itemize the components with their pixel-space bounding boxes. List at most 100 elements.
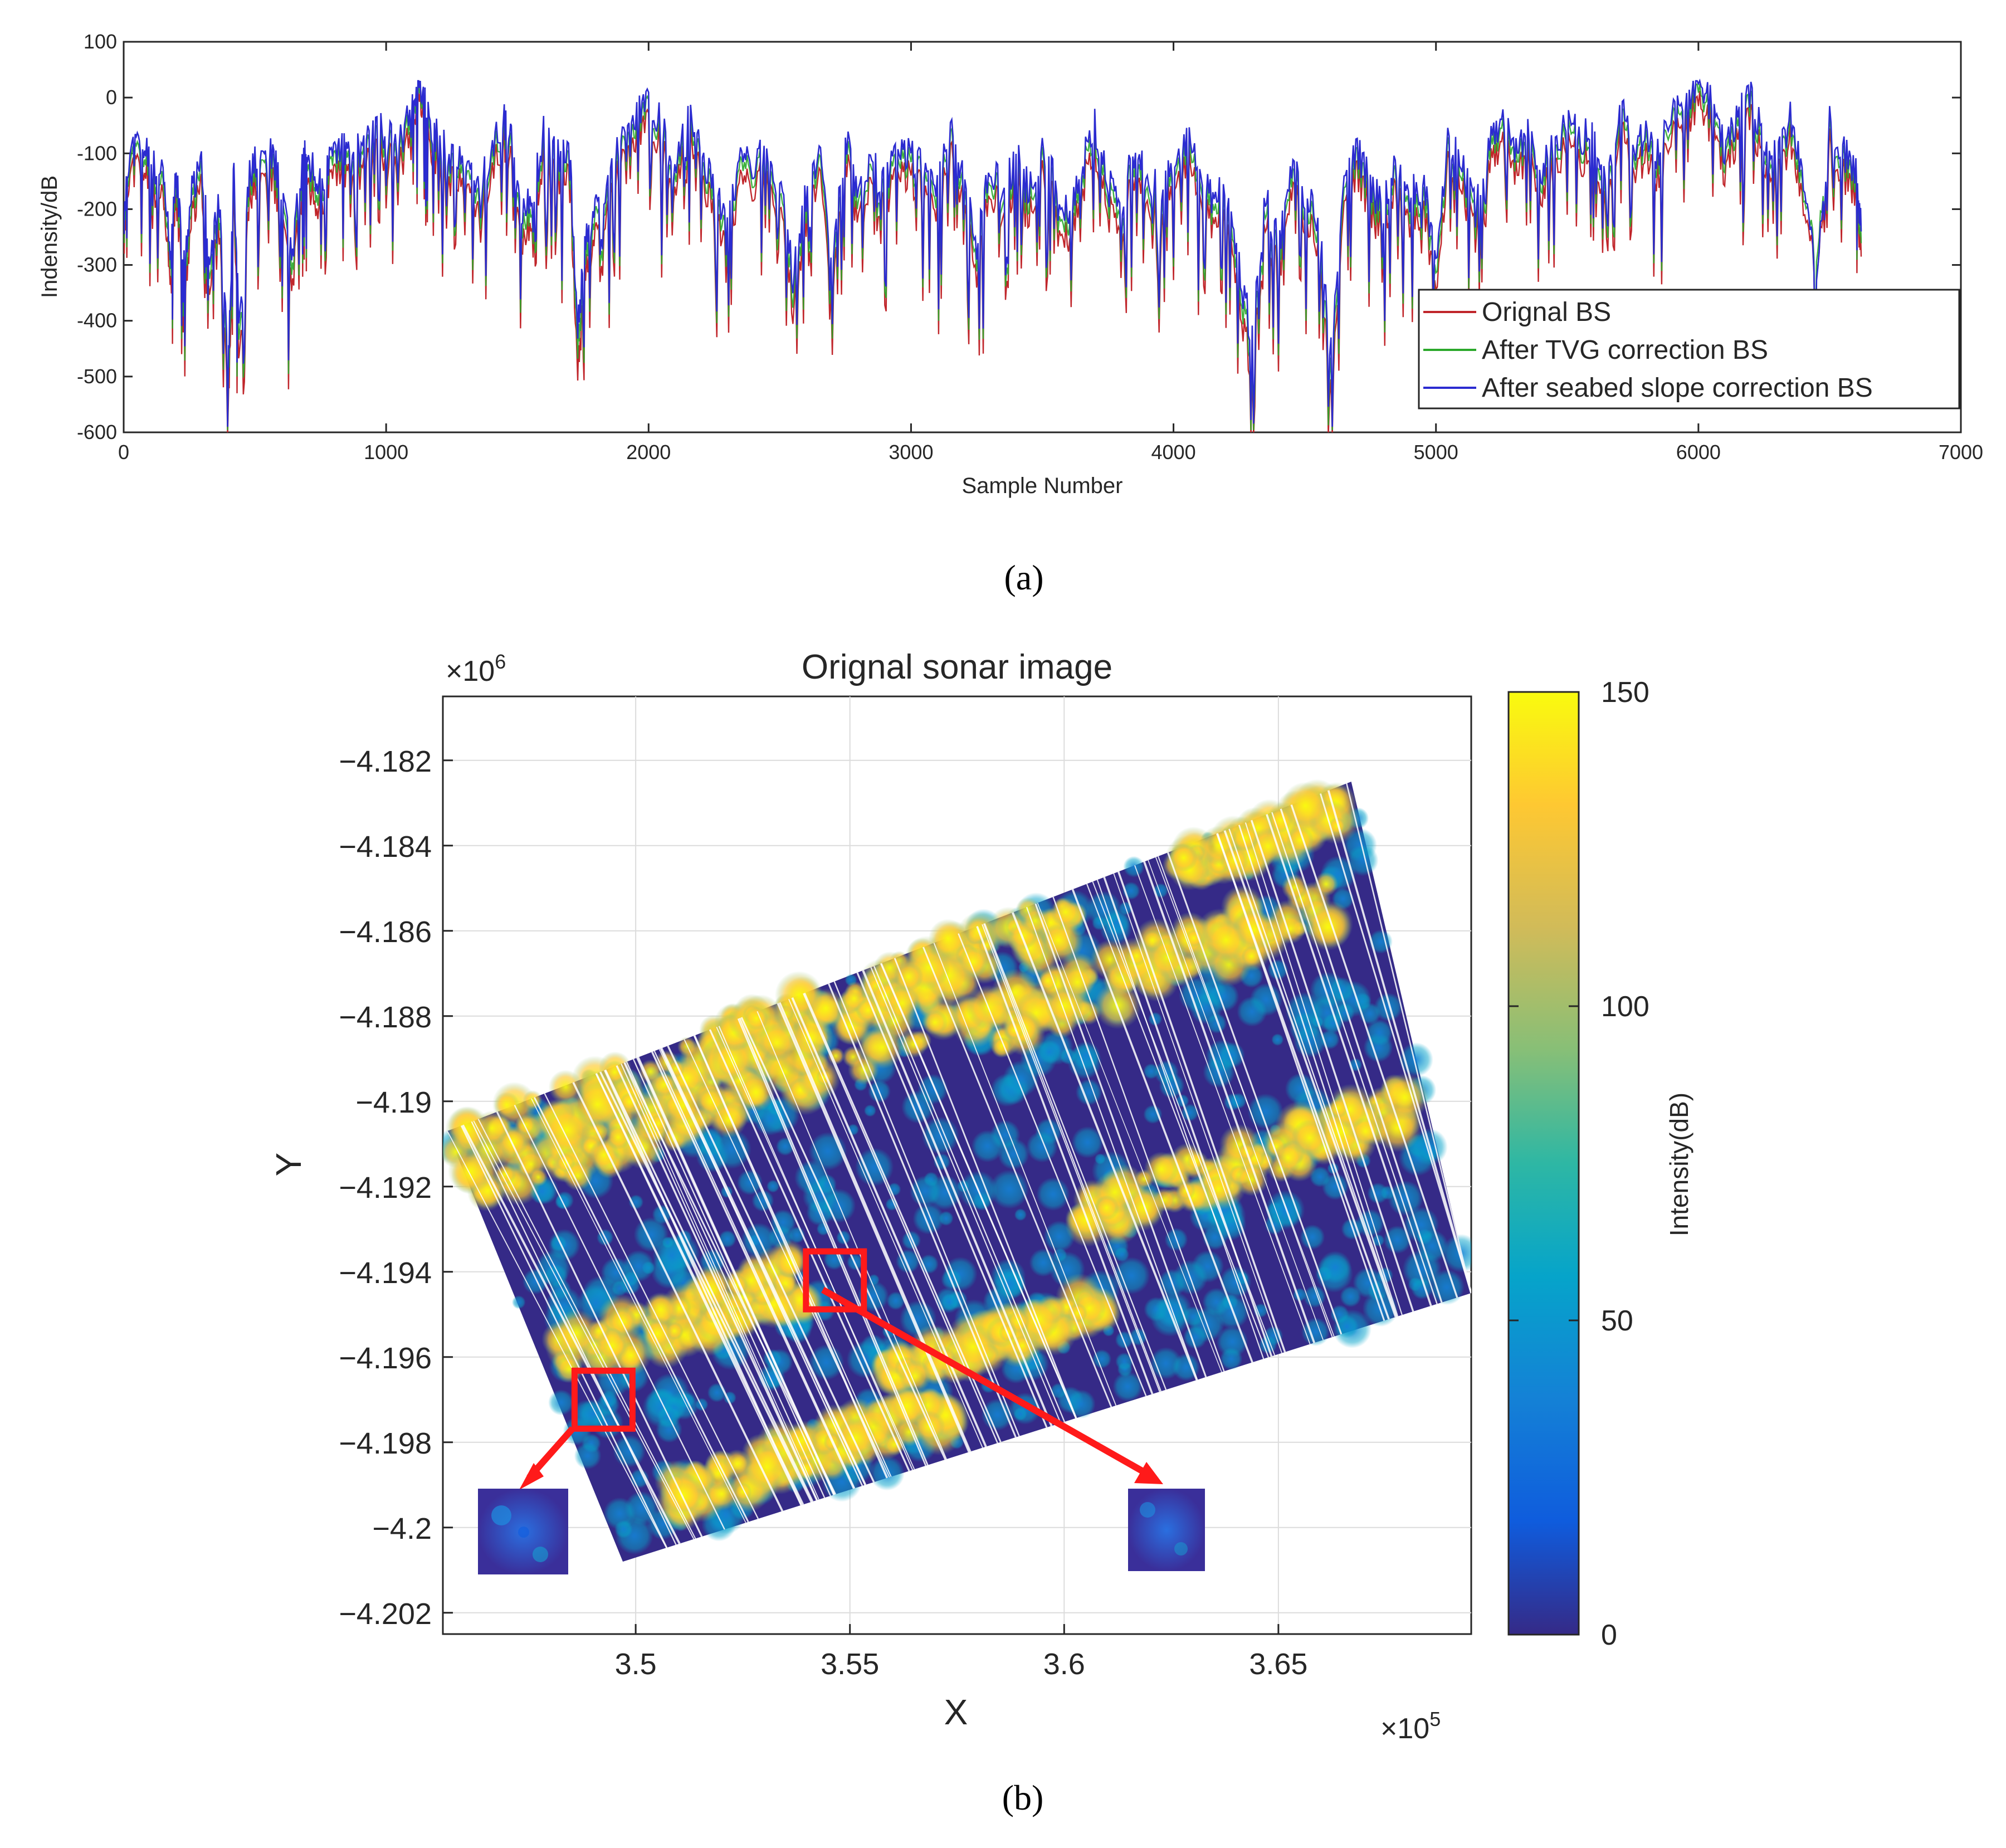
texture-speckle — [1037, 1039, 1062, 1065]
texture-speckle — [662, 1236, 674, 1249]
texture-speckle — [1237, 996, 1267, 1027]
sonar-swath-stripes — [447, 783, 1471, 1548]
panel-b-xlabel: X — [944, 1692, 968, 1732]
panel-b-tick-labels: 3.5 3.55 3.6 3.65 −4.182 −4.184 −4.186 −4.188 −4… — [339, 745, 1307, 1681]
swath-stripe — [828, 983, 1017, 1438]
panel-a-series — [124, 78, 1862, 432]
a-xtick-label: 4000 — [1151, 441, 1196, 464]
a-xtick-label: 5000 — [1414, 441, 1458, 464]
swath-stripe — [870, 967, 1061, 1423]
texture-speckle — [1172, 1353, 1200, 1381]
swath-stripe — [462, 1124, 681, 1544]
texture-bright — [827, 1047, 845, 1065]
inset-right — [1128, 1489, 1205, 1571]
texture-bright — [1275, 913, 1306, 944]
panel-a-legend: Orignal BS After TVG correction BS After… — [1418, 289, 1960, 409]
texture-bright — [1241, 946, 1262, 967]
swath-stripe — [473, 1120, 695, 1540]
texture-bright — [856, 998, 880, 1023]
a-ytick-label: -100 — [77, 142, 117, 164]
texture-speckle — [912, 1203, 944, 1235]
texture-speckle — [981, 1398, 1014, 1431]
texture-speckle — [1013, 1407, 1027, 1421]
a-ytick-label: -200 — [77, 197, 117, 220]
swath-stripe — [1238, 825, 1399, 1317]
swath-stripe — [599, 1071, 813, 1503]
swath-stripe — [623, 1062, 819, 1500]
texture-speckle — [1247, 1093, 1283, 1130]
legend-label-tvg: After TVG correction BS — [1482, 335, 1768, 365]
swath-stripe — [1280, 808, 1443, 1303]
texture-bright — [1205, 919, 1247, 961]
texture-speckle — [652, 1205, 672, 1225]
texture-bright — [1147, 937, 1187, 978]
texture-bright — [1060, 964, 1095, 1000]
texture-speckle — [1029, 1249, 1058, 1277]
texture-speckle — [1367, 1182, 1389, 1204]
texture-bright — [1282, 782, 1329, 830]
texture-speckle — [1112, 1371, 1143, 1402]
swath-stripe — [1250, 820, 1414, 1312]
texture-bright — [445, 1106, 490, 1152]
b-xtick-label: 3.55 — [821, 1647, 879, 1681]
colorbar-ticks: 150 100 50 0 — [1509, 676, 1649, 1651]
inset-left-spot — [533, 1547, 548, 1562]
texture-speckle — [1036, 1177, 1070, 1211]
swath-stripe — [1346, 783, 1471, 1294]
swath-stripe — [984, 923, 1167, 1390]
swath-stripe — [534, 1097, 749, 1523]
swath-stripe — [1320, 793, 1471, 1294]
texture-bright — [649, 1114, 668, 1133]
sonar-swath — [443, 779, 1471, 1562]
texture-speckle — [574, 1442, 602, 1470]
texture-speckle — [1388, 1180, 1423, 1216]
swath-stripe — [651, 1051, 855, 1489]
a-ytick-label: -600 — [77, 421, 117, 443]
cb-tick-label: 0 — [1601, 1619, 1617, 1651]
texture-speckle — [1115, 1352, 1134, 1371]
texture-speckle — [1219, 1347, 1243, 1371]
panel-a-tick-labels: 0 1000 2000 3000 4000 5000 6000 70001000-100-20… — [77, 30, 1983, 464]
b-ytick-label: −4.202 — [339, 1597, 432, 1631]
a-ytick-label: -300 — [77, 253, 117, 276]
texture-speckle — [896, 1249, 920, 1274]
texture-speckle — [919, 1254, 939, 1274]
highlight-box-center — [803, 1248, 867, 1313]
swath-stripe — [477, 1119, 696, 1539]
texture-speckle — [1300, 1224, 1325, 1250]
texture-bright — [1038, 971, 1058, 991]
texture-bright — [660, 1471, 706, 1518]
swath-stripe — [1103, 876, 1273, 1357]
swath-stripe — [1228, 828, 1398, 1317]
swath-stripe — [1052, 896, 1225, 1372]
arrowhead-center — [1134, 1462, 1163, 1484]
texture-bright — [643, 1292, 679, 1328]
texture-bright — [1328, 1098, 1349, 1119]
texture-bright — [1017, 1298, 1060, 1340]
swath-stripe — [756, 1011, 947, 1460]
b-ytick-label: −4.192 — [339, 1171, 432, 1205]
texture-bright — [1176, 1181, 1196, 1201]
swath-stripe — [1134, 865, 1311, 1344]
swath-stripe — [873, 966, 1065, 1422]
b-ytick-label: −4.188 — [339, 1001, 432, 1034]
texture-speckle — [971, 1130, 1004, 1163]
texture-speckle — [614, 1520, 633, 1539]
texture-bright — [1169, 843, 1198, 872]
texture-speckle — [1353, 1267, 1384, 1299]
panel-a-chart: 0 1000 2000 3000 4000 5000 6000 70001000-100-20… — [37, 30, 1983, 498]
texture-bright — [642, 1318, 672, 1348]
swath-stripe — [740, 1017, 946, 1460]
texture-bright — [1004, 1020, 1024, 1040]
swath-stripe — [1266, 814, 1432, 1306]
swath-stripe — [791, 997, 987, 1447]
swath-stripe — [976, 925, 1154, 1394]
swath-stripe — [694, 1035, 892, 1477]
colorbar-gradient — [1507, 691, 1580, 1636]
swath-stripe — [803, 992, 1002, 1442]
texture-bright — [994, 1037, 1011, 1054]
swath-stripe — [1155, 857, 1335, 1337]
texture-bright — [744, 1006, 769, 1031]
texture-speckle — [613, 1435, 646, 1467]
swath-stripe — [632, 1059, 831, 1496]
